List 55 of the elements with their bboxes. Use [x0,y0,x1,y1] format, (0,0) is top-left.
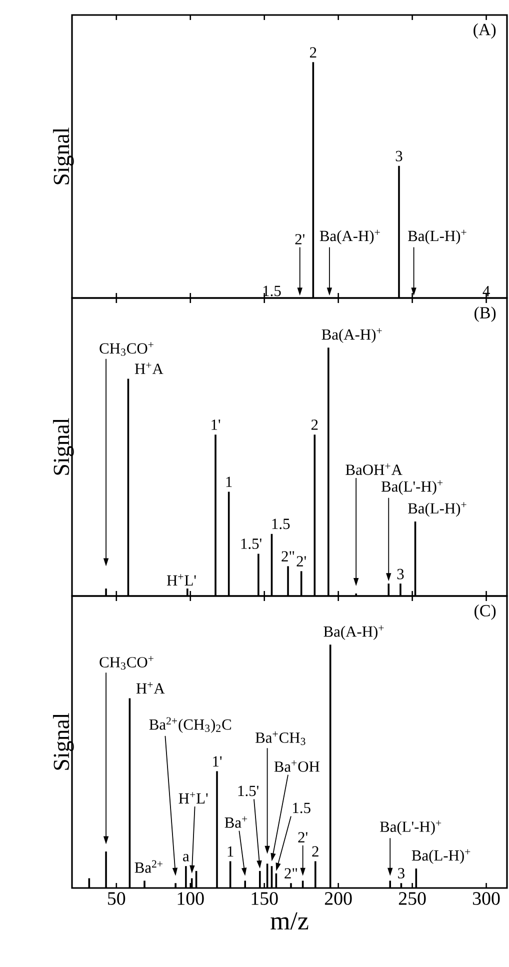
x-tick-label: 100 [178,892,204,905]
x-tick-label: 200 [324,892,352,905]
annotation: Ba(L'-H)$^{+}$ [381,480,443,495]
annotation: 1.5 [272,518,290,530]
annotation: 2" [282,551,294,562]
chart-title: (B) [474,306,496,322]
x-tick-label: 250 [398,892,426,905]
annotation: 1' [212,420,220,430]
annotation: Ba(L'-H)$^{+}$ [380,820,442,836]
annotation: Ba$^{+}$CH$_{3}$ [256,731,306,746]
annotation: Ba(A-H)$^{+}$ [322,328,382,343]
annotation: H$^{+}$A [136,682,165,694]
annotation: 3 [397,568,404,580]
annotation: Ba(L-H)$^{+}$ [412,849,470,864]
annotation: 1.5 [263,286,281,296]
annotation: H$^{+}$L' [166,574,196,586]
annotation: 1' [213,756,222,766]
annotation: 1 [228,846,234,857]
annotation: 2" [284,868,298,878]
annotation: Ba$^{2+}$(CH$_{3}$)$_{2}$C [149,717,231,733]
annotation: CH$_{3}$CO$^{+}$ [100,656,154,670]
annotation: Ba(L-H)$^{+}$ [408,502,466,517]
annotation: a [183,854,190,862]
annotation: 2 [310,47,316,58]
annotation: BaOH$^{+}$A [346,464,402,475]
y-axis-title: Signal [53,418,74,475]
annotation: 2' [296,556,306,566]
y-axis-title: Signal [53,713,74,770]
annotation: H$^{+}$A [134,362,164,374]
annotation: 2 [312,846,318,857]
annotation: H$^{+}$L' [178,792,208,804]
y-axis-title: Signal [53,128,74,184]
annotation: Ba$^{+}$OH [274,760,320,772]
annotation: 2 [311,420,318,430]
annotation: 3 [396,150,402,162]
annotation: 1.5' [238,786,258,796]
x-tick-label: 150 [252,892,278,905]
chart-title: (A) [474,23,496,39]
annotation: Ba(A-H)$^{+}$ [320,230,380,244]
annotation: 3 [398,868,404,878]
chart-title: (C) [474,604,496,620]
annotation: 2' [295,234,304,244]
x-axis-title: m/z [270,912,308,930]
annotation: 4 [482,286,490,296]
annotation: 1 [226,476,232,487]
annotation: Ba$^{+}$ [224,816,248,828]
x-tick-label: 300 [472,892,500,905]
annotation: 2' [298,832,308,842]
annotation: Ba(A-H)$^{+}$ [324,625,384,640]
annotation: 1.5 [293,802,310,814]
annotation: Ba$^{2+}$ [134,860,162,873]
annotation: 1.5' [241,538,262,549]
x-tick-label: 50 [108,892,126,905]
annotation: CH$_{3}$CO$^{+}$ [100,342,154,356]
annotation: Ba(L-H)$^{+}$ [408,230,466,244]
